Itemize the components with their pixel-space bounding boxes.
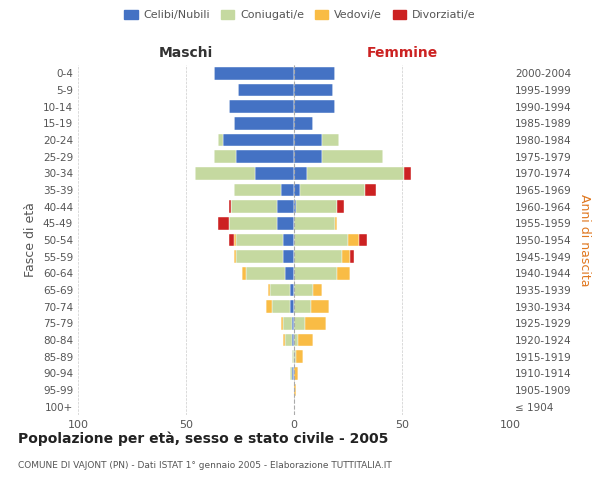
Bar [242, 267, 247, 280]
Bar [281, 317, 283, 330]
Bar [283, 317, 292, 330]
Text: COMUNE DI VAJONT (PN) - Dati ISTAT 1° gennaio 2005 - Elaborazione TUTTITALIA.IT: COMUNE DI VAJONT (PN) - Dati ISTAT 1° ge… [18, 460, 392, 469]
Bar [305, 317, 326, 330]
Bar [290, 367, 292, 380]
Bar [337, 200, 344, 213]
Bar [350, 250, 355, 263]
Bar [294, 167, 307, 179]
Bar [294, 184, 301, 196]
Bar [283, 250, 294, 263]
Bar [341, 250, 350, 263]
Bar [290, 300, 294, 313]
Bar [229, 100, 294, 113]
Bar [283, 334, 286, 346]
Bar [294, 200, 296, 213]
Bar [298, 334, 313, 346]
Bar [313, 284, 322, 296]
Bar [294, 317, 305, 330]
Bar [229, 234, 233, 246]
Bar [296, 200, 337, 213]
Text: Maschi: Maschi [159, 46, 213, 60]
Bar [236, 234, 283, 246]
Bar [229, 200, 232, 213]
Bar [218, 217, 229, 230]
Bar [294, 67, 335, 80]
Bar [307, 167, 404, 179]
Bar [294, 84, 333, 96]
Bar [404, 167, 410, 179]
Bar [294, 100, 335, 113]
Bar [292, 367, 294, 380]
Bar [218, 134, 223, 146]
Bar [294, 300, 311, 313]
Text: Popolazione per età, sesso e stato civile - 2005: Popolazione per età, sesso e stato civil… [18, 431, 388, 446]
Bar [236, 150, 294, 163]
Bar [337, 267, 350, 280]
Bar [292, 334, 294, 346]
Bar [277, 200, 294, 213]
Bar [294, 350, 296, 363]
Bar [294, 250, 341, 263]
Bar [266, 300, 272, 313]
Bar [232, 200, 277, 213]
Bar [214, 150, 236, 163]
Bar [322, 150, 383, 163]
Bar [359, 234, 367, 246]
Bar [281, 184, 294, 196]
Bar [233, 184, 281, 196]
Bar [294, 367, 298, 380]
Bar [292, 350, 294, 363]
Bar [294, 217, 335, 230]
Bar [294, 334, 298, 346]
Bar [294, 284, 313, 296]
Bar [286, 267, 294, 280]
Bar [294, 267, 337, 280]
Bar [223, 134, 294, 146]
Bar [270, 284, 290, 296]
Bar [335, 217, 337, 230]
Bar [294, 150, 322, 163]
Bar [294, 134, 322, 146]
Bar [236, 250, 283, 263]
Bar [301, 184, 365, 196]
Bar [268, 284, 270, 296]
Bar [255, 167, 294, 179]
Bar [272, 300, 290, 313]
Bar [194, 167, 255, 179]
Y-axis label: Anni di nascita: Anni di nascita [578, 194, 591, 286]
Bar [283, 234, 294, 246]
Text: Femmine: Femmine [367, 46, 437, 60]
Legend: Celibi/Nubili, Coniugati/e, Vedovi/e, Divorziati/e: Celibi/Nubili, Coniugati/e, Vedovi/e, Di… [120, 6, 480, 25]
Y-axis label: Fasce di età: Fasce di età [25, 202, 37, 278]
Bar [294, 117, 313, 130]
Bar [294, 384, 296, 396]
Bar [296, 350, 302, 363]
Bar [290, 284, 294, 296]
Bar [292, 317, 294, 330]
Bar [214, 67, 294, 80]
Bar [294, 234, 348, 246]
Bar [348, 234, 359, 246]
Bar [286, 334, 292, 346]
Bar [238, 84, 294, 96]
Bar [233, 117, 294, 130]
Bar [233, 234, 236, 246]
Bar [229, 217, 277, 230]
Bar [311, 300, 329, 313]
Bar [277, 217, 294, 230]
Bar [322, 134, 340, 146]
Bar [247, 267, 286, 280]
Bar [233, 250, 236, 263]
Bar [365, 184, 376, 196]
